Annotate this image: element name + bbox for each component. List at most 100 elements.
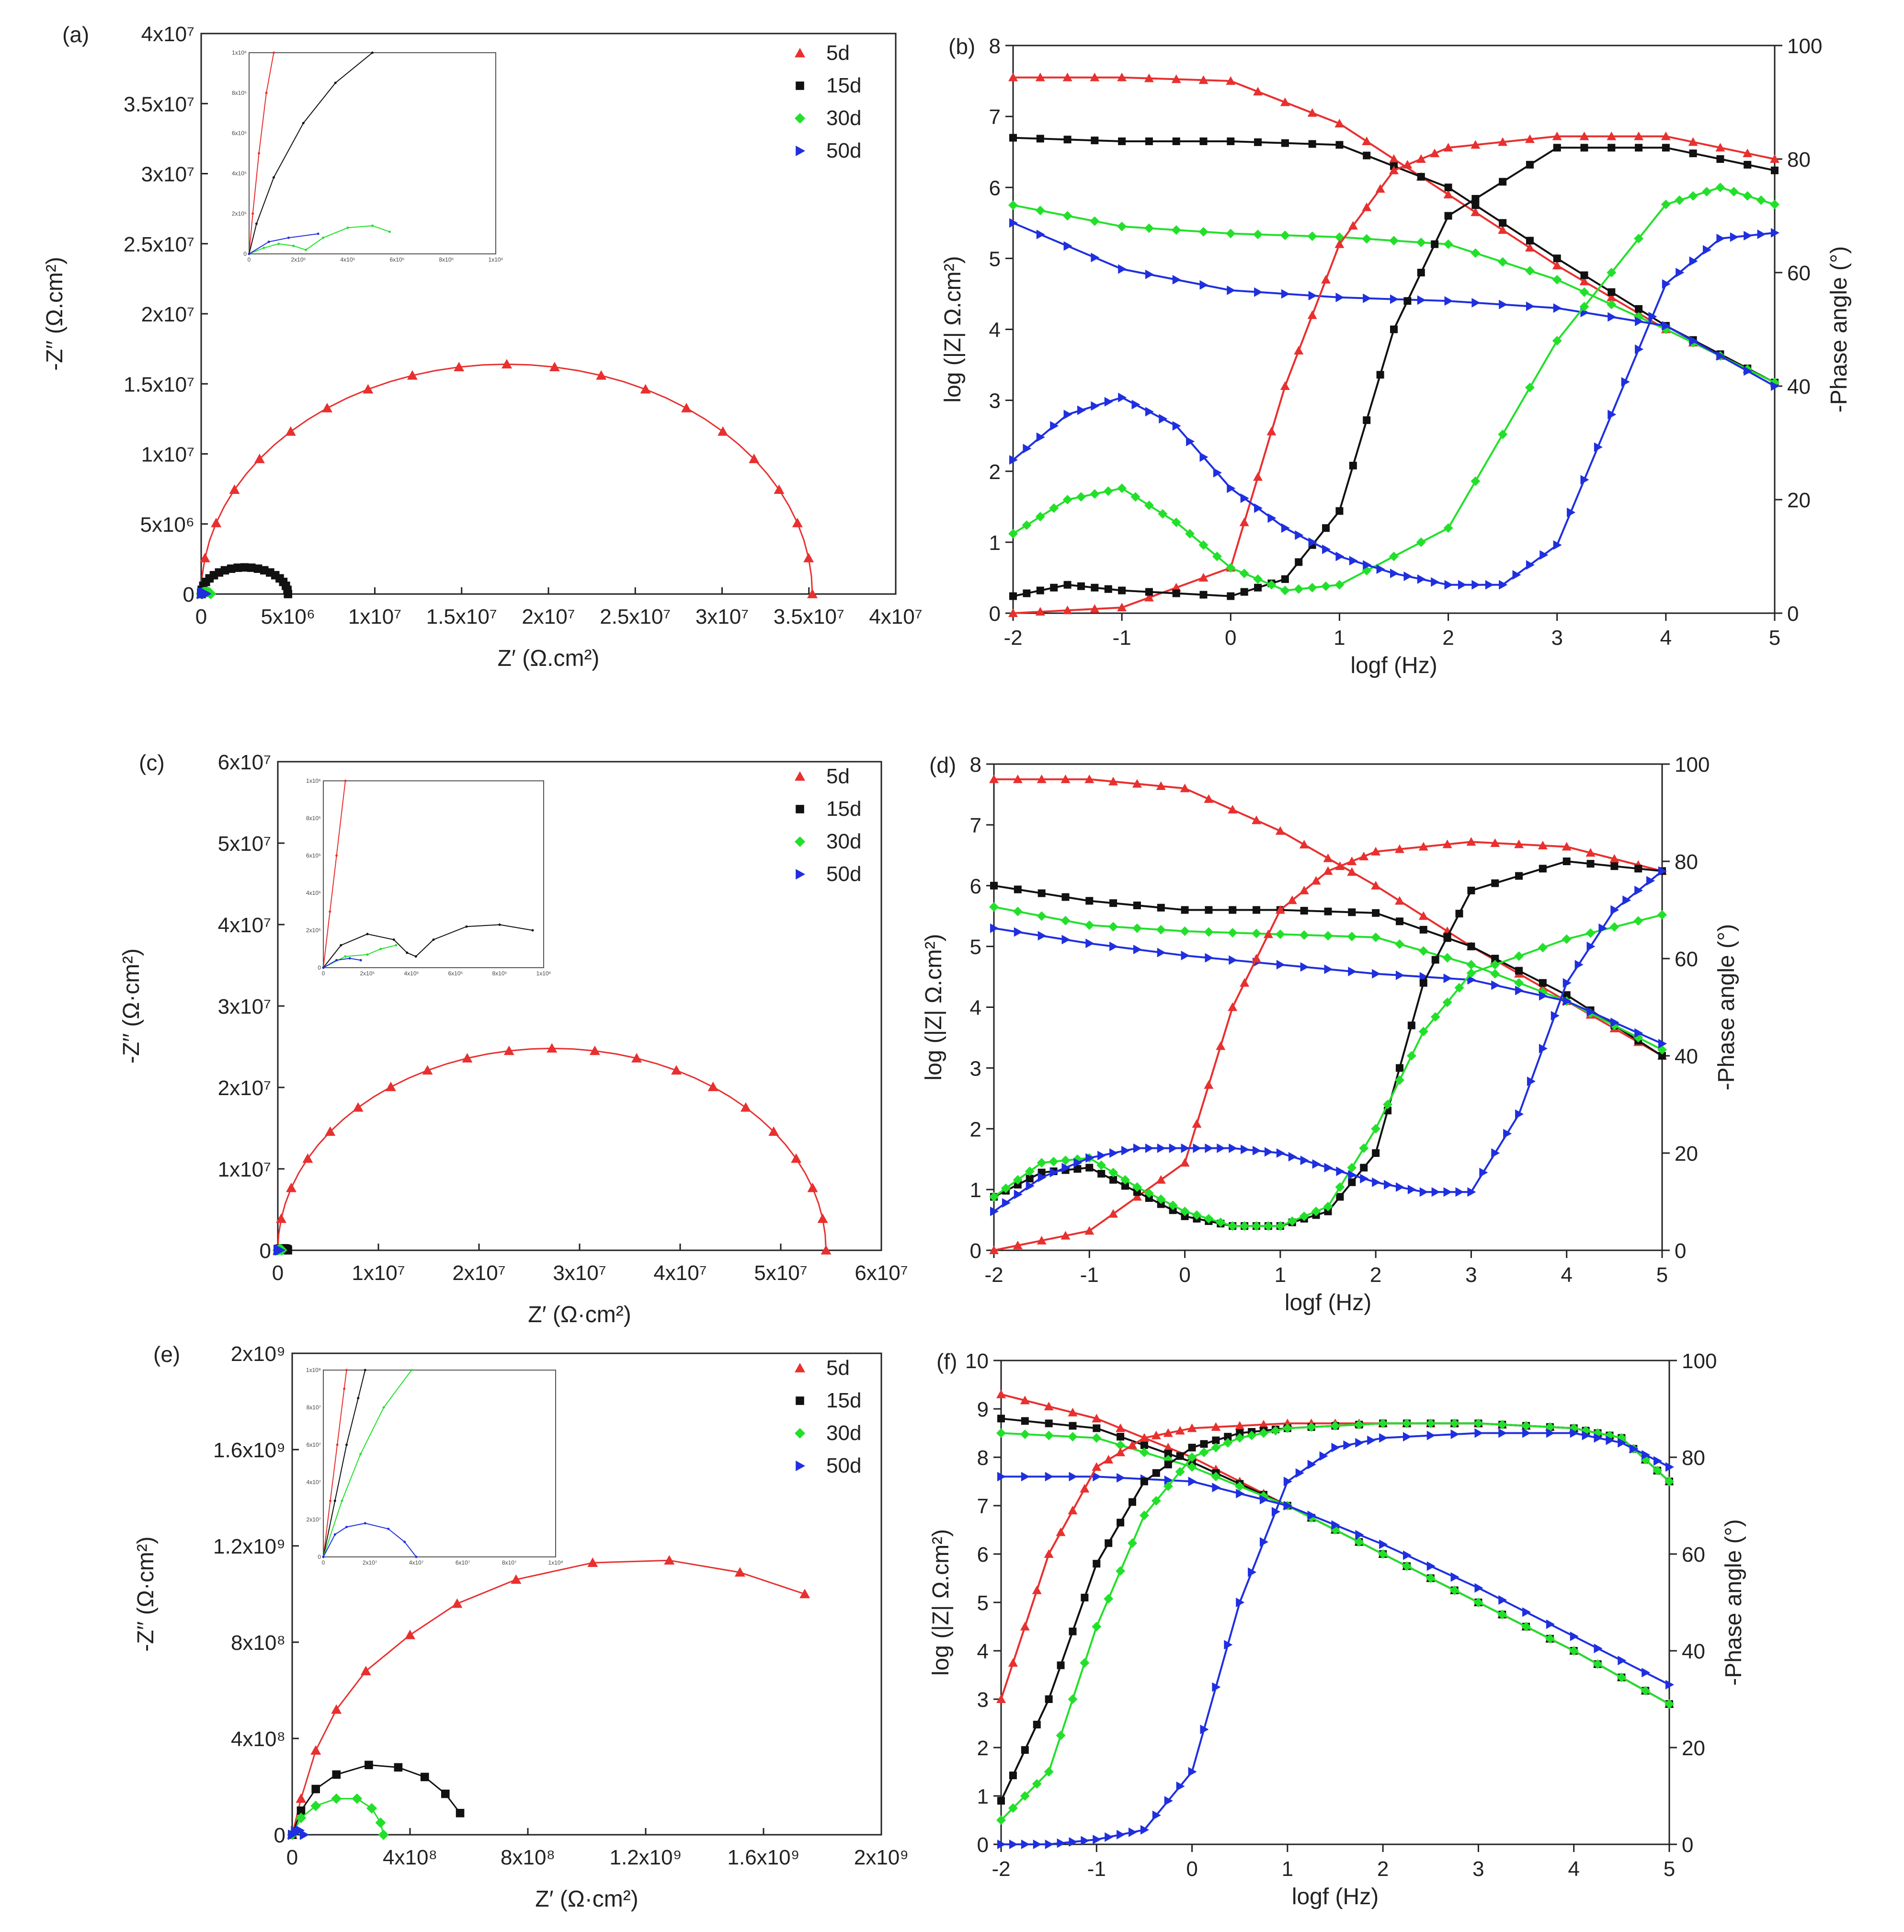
marker-50d	[1716, 233, 1725, 243]
marker-50d	[275, 1245, 285, 1256]
marker-50d	[1093, 1834, 1102, 1844]
y-axis-label: -Z′′ (Ω·cm²)	[119, 949, 144, 1063]
marker-30d	[1252, 1221, 1262, 1231]
marker-50d	[1038, 931, 1047, 941]
marker-5d	[1538, 841, 1548, 850]
marker-30d	[1171, 225, 1181, 235]
marker-50d	[1499, 580, 1508, 590]
inset-x-tick-label: 6x10⁷	[456, 1559, 470, 1566]
marker-30d	[1498, 257, 1508, 267]
marker-5d	[1068, 1506, 1078, 1515]
inset-point-30d	[395, 944, 398, 947]
inset-point-15d	[531, 929, 534, 932]
marker-50d	[1181, 950, 1190, 960]
marker-5d	[503, 1045, 514, 1055]
marker-30d	[1389, 551, 1399, 561]
marker-30d	[1675, 195, 1685, 205]
marker-15d	[1443, 933, 1451, 941]
marker-30d	[1702, 187, 1712, 197]
marker-30d	[1311, 1206, 1321, 1216]
marker-15d	[394, 1763, 403, 1772]
marker-30d	[1657, 910, 1667, 920]
marker-5d	[996, 1389, 1006, 1398]
marker-5d	[452, 1598, 463, 1608]
marker-50d	[1312, 1159, 1321, 1169]
marker-50d	[1515, 985, 1524, 995]
marker-5d	[1443, 143, 1453, 152]
marker-50d	[1014, 1189, 1023, 1200]
marker-5d	[774, 484, 785, 494]
marker-15d	[1172, 589, 1180, 597]
inset-line-50d	[323, 958, 361, 968]
marker-5d	[1389, 154, 1399, 163]
marker-50d	[1260, 1495, 1269, 1505]
y-axis-label: log (|Z| Ω.cm²)	[921, 934, 946, 1080]
marker-30d	[1144, 500, 1154, 510]
inset-line-15d	[323, 924, 533, 968]
marker-30d	[1552, 274, 1562, 285]
marker-5d	[1418, 911, 1428, 920]
inset-y-tick-label: 6x10⁵	[306, 852, 321, 859]
marker-50d	[1522, 1428, 1531, 1438]
marker-5d	[1128, 1440, 1138, 1449]
marker-15d	[1539, 865, 1547, 873]
marker-5d	[1490, 838, 1500, 847]
marker-15d	[1157, 903, 1165, 912]
marker-30d	[1090, 489, 1100, 499]
marker-15d	[1471, 201, 1480, 209]
marker-5d	[718, 426, 729, 436]
marker-5d	[1253, 87, 1263, 96]
marker-5d	[1443, 190, 1453, 199]
marker-30d	[996, 1428, 1006, 1438]
marker-5d	[199, 552, 210, 562]
marker-30d	[1454, 983, 1464, 993]
marker-30d	[1092, 1622, 1102, 1632]
marker-30d	[1120, 1175, 1130, 1185]
marker-30d	[1449, 1418, 1459, 1429]
marker-5d	[1013, 1240, 1023, 1249]
inset-point-30d	[304, 249, 307, 252]
marker-5d	[817, 1213, 828, 1223]
marker-5d	[791, 1153, 802, 1163]
marker-5d	[1430, 149, 1440, 158]
marker-5d	[1056, 1527, 1066, 1536]
legend-label-5d: 5d	[826, 765, 850, 788]
marker-30d	[1049, 503, 1059, 513]
x-tick-label: 0	[272, 1261, 284, 1285]
marker-30d	[1185, 529, 1195, 539]
marker-30d	[1228, 1221, 1238, 1231]
marker-30d	[1175, 1467, 1185, 1477]
marker-15d	[1117, 1433, 1125, 1441]
marker-15d	[247, 563, 256, 572]
marker-5d	[331, 1704, 342, 1714]
marker-5d	[795, 48, 805, 57]
marker-15d	[1417, 269, 1425, 276]
marker-30d	[1239, 569, 1249, 579]
marker-5d	[325, 1126, 336, 1136]
panel-e: 0 4x10⁸ 8x10⁸ 1.2x10⁹ 1.6x10⁹ 2x10⁹ 0 4x10⁸ 8x10…	[133, 1342, 909, 1912]
y-tick-label: 1x10⁷	[218, 1158, 271, 1181]
inset-point-5d	[336, 1443, 339, 1446]
marker-30d	[1521, 1421, 1531, 1431]
marker-5d	[229, 484, 240, 494]
marker-50d	[1140, 1825, 1149, 1835]
inset-y-tick-label: 2x10⁷	[307, 1516, 321, 1523]
marker-30d	[1359, 1143, 1369, 1153]
marker-30d	[1443, 523, 1453, 533]
y-tick-label: 0	[970, 1239, 981, 1263]
panel-label: (e)	[153, 1342, 180, 1367]
marker-50d	[1567, 507, 1576, 517]
inset-point-30d	[322, 236, 324, 239]
marker-50d	[1444, 296, 1453, 306]
marker-5d	[1108, 1209, 1118, 1218]
x-tick-label: 2x10⁷	[522, 605, 575, 629]
marker-15d	[1236, 1429, 1244, 1437]
marker-50d	[1630, 1444, 1639, 1454]
marker-15d	[1081, 1593, 1089, 1601]
x-tick-label: -1	[1087, 1857, 1106, 1881]
marker-50d	[1653, 1456, 1663, 1466]
marker-30d	[1226, 563, 1236, 573]
y-axis-label: -Z′′ (Ω.cm²)	[42, 257, 68, 371]
marker-30d	[1128, 1538, 1138, 1548]
inset-frame	[323, 1370, 556, 1557]
